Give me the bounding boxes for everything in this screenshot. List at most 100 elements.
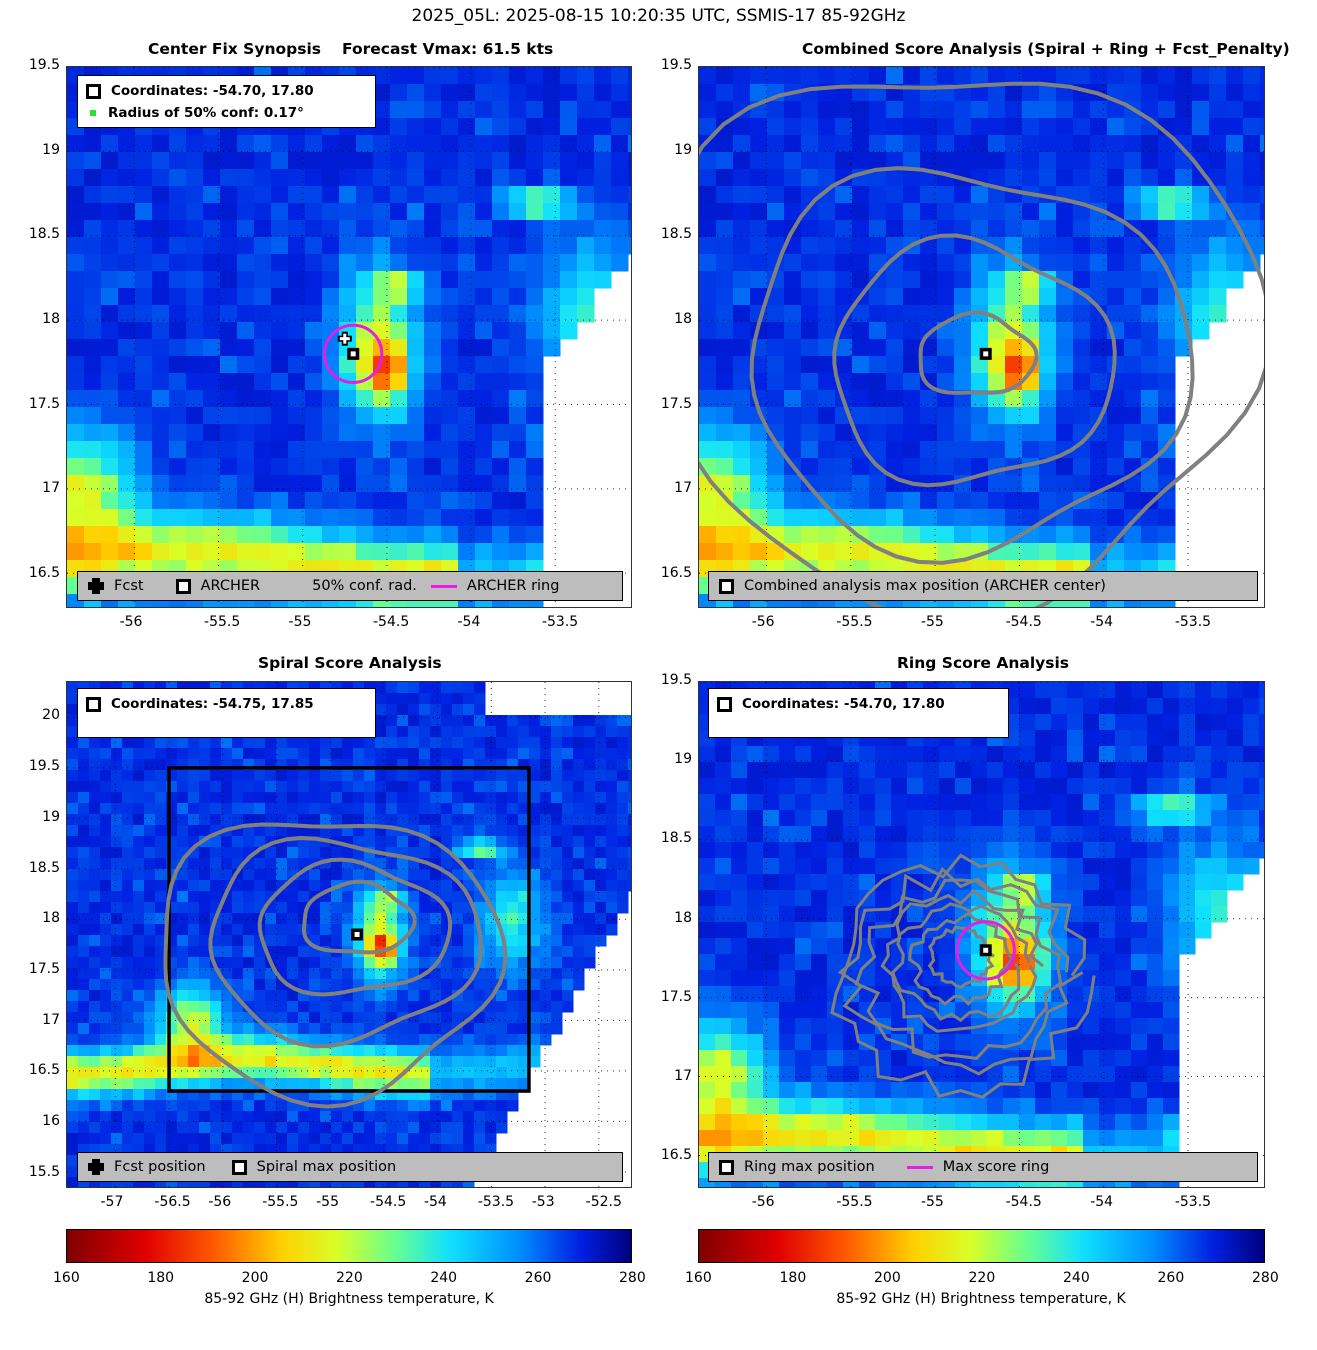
heatmap-cell <box>309 737 321 749</box>
heatmap-cell <box>203 356 221 374</box>
heatmap-cell <box>750 509 768 527</box>
heatmap-cell <box>375 858 387 870</box>
heatmap-cell <box>886 339 904 357</box>
heatmap-cell <box>364 1045 376 1057</box>
heatmap-cell <box>1226 237 1244 255</box>
heatmap-cell <box>122 836 134 848</box>
heatmap-cell <box>859 810 876 827</box>
heatmap-cell <box>152 526 170 544</box>
heatmap-cell <box>430 902 442 914</box>
heatmap-cell <box>886 101 904 119</box>
heatmap-cell <box>843 858 860 875</box>
heatmap-cell <box>1195 842 1212 859</box>
heatmap-cell <box>84 407 102 425</box>
heatmap-cell <box>1163 906 1180 923</box>
heatmap-cell <box>485 858 497 870</box>
heatmap-cell <box>1141 288 1159 306</box>
heatmap-cell <box>463 726 475 738</box>
heatmap-cell <box>485 1067 497 1079</box>
heatmap-cell <box>386 1100 398 1112</box>
heatmap-cell <box>122 957 134 969</box>
heatmap-cell <box>716 305 734 323</box>
heatmap-cell <box>155 924 167 936</box>
heatmap-cell <box>971 101 989 119</box>
heatmap-cell <box>767 288 785 306</box>
heatmap-cell <box>1115 874 1132 891</box>
heatmap-cell <box>937 118 955 136</box>
heatmap-cell <box>1141 254 1159 272</box>
heatmap-cell <box>243 792 255 804</box>
heatmap-cell <box>509 271 527 289</box>
heatmap-cell <box>155 1034 167 1046</box>
heatmap-cell <box>492 407 510 425</box>
heatmap-cell <box>373 237 391 255</box>
heatmap-cell <box>265 737 277 749</box>
heatmap-cell <box>937 288 955 306</box>
heatmap-cell <box>419 1067 431 1079</box>
heatmap-cell <box>133 770 145 782</box>
heatmap-cell <box>331 1122 343 1134</box>
heatmap-cell <box>1099 842 1116 859</box>
heatmap-cell <box>78 924 90 936</box>
score-contour <box>749 166 1195 565</box>
heatmap-cell <box>628 869 631 881</box>
heatmap-cell <box>254 254 272 272</box>
heatmap-cell <box>716 424 734 442</box>
heatmap-cell <box>67 759 79 771</box>
heatmap-cell <box>221 814 233 826</box>
heatmap-cell <box>903 186 921 204</box>
heatmap-cell <box>155 858 167 870</box>
heatmap-cell <box>1175 186 1193 204</box>
heatmap-cell <box>543 305 561 323</box>
heatmap-cell <box>509 390 527 408</box>
heatmap-cell <box>199 1133 211 1145</box>
heatmap-cell <box>835 135 853 153</box>
heatmap-cell <box>309 1133 321 1145</box>
heatmap-cell <box>733 186 751 204</box>
heatmap-cell <box>1035 698 1052 715</box>
heatmap-cell <box>509 152 527 170</box>
heatmap-cell <box>1022 118 1040 136</box>
heatmap-cell <box>67 957 79 969</box>
heatmap-cell <box>955 746 972 763</box>
heatmap-cell <box>375 814 387 826</box>
heatmap-cell <box>560 305 578 323</box>
heatmap-cell <box>540 803 552 815</box>
heatmap-cell <box>339 271 357 289</box>
heatmap-cell <box>540 1012 552 1024</box>
heatmap-cell <box>1022 543 1040 561</box>
heatmap-cell <box>1115 938 1132 955</box>
heatmap-cell <box>118 220 136 238</box>
heatmap-cell <box>923 778 940 795</box>
heatmap-cell <box>1131 730 1148 747</box>
heatmap-cell <box>101 441 119 459</box>
heatmap-cell <box>1051 698 1068 715</box>
heatmap-cell <box>606 726 618 738</box>
heatmap-cell <box>1141 339 1159 357</box>
heatmap-cell <box>779 922 796 939</box>
heatmap-cell <box>397 979 409 991</box>
heatmap-cell <box>265 869 277 881</box>
heatmap-cell <box>243 968 255 980</box>
heatmap-cell <box>1115 698 1132 715</box>
heatmap-cell <box>210 946 222 958</box>
heatmap-cell <box>859 794 876 811</box>
heatmap-cell <box>331 792 343 804</box>
heatmap-cell <box>560 322 578 340</box>
heatmap-cell <box>254 186 272 204</box>
heatmap-cell <box>144 1089 156 1101</box>
heatmap-cell <box>166 847 178 859</box>
heatmap-cell <box>221 803 233 815</box>
heatmap-cell <box>818 169 836 187</box>
heatmap-cell <box>485 891 497 903</box>
heatmap-cell <box>155 1177 167 1187</box>
heatmap-cell <box>210 935 222 947</box>
heatmap-cell <box>987 842 1004 859</box>
heatmap-cell <box>801 84 819 102</box>
heatmap-cell <box>320 814 332 826</box>
heatmap-cell <box>288 135 306 153</box>
heatmap-cell <box>287 1001 299 1013</box>
heatmap-cell <box>254 935 266 947</box>
heatmap-cell <box>375 693 387 705</box>
heatmap-cell <box>78 803 90 815</box>
